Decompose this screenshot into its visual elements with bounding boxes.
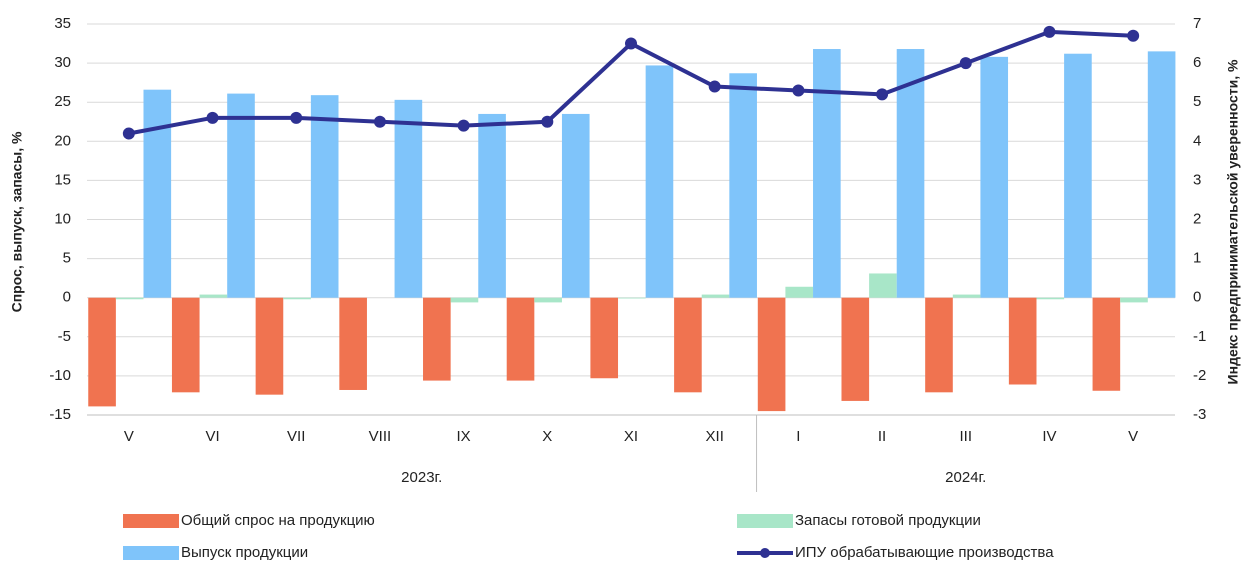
y-tick-label: -10 — [49, 367, 71, 384]
y2-axis-title: Индекс предпринимательской уверенности, … — [1225, 59, 1241, 384]
x-tick-label: V — [1128, 428, 1138, 445]
x-tick-label: X — [542, 428, 552, 445]
y-tick-label: 35 — [54, 15, 71, 32]
x-tick-label: V — [124, 428, 134, 445]
bar — [729, 73, 757, 298]
group-label: 2024г. — [945, 469, 986, 486]
y2-tick-label: 4 — [1193, 132, 1201, 149]
y-tick-label: 0 — [63, 289, 71, 306]
line-marker — [1043, 25, 1056, 38]
legend-swatch — [737, 514, 793, 528]
legend-swatch — [123, 546, 179, 560]
x-tick-label: VII — [287, 428, 305, 445]
x-tick-label: III — [960, 428, 973, 445]
y2-tick-label: 0 — [1193, 289, 1201, 306]
x-tick-label: VIII — [369, 428, 392, 445]
bar — [561, 113, 590, 298]
y-tick-label: 5 — [63, 250, 71, 267]
y-axis-title: Спрос, выпуск, запасы, % — [9, 131, 25, 312]
x-tick-label: VI — [205, 428, 219, 445]
group-label: 2023г. — [401, 469, 442, 486]
x-tick-label: XII — [706, 428, 724, 445]
y-tick-label: 10 — [54, 210, 71, 227]
bar — [478, 113, 506, 298]
y-tick-label: 25 — [54, 93, 71, 110]
bar — [1064, 53, 1092, 298]
legend-label: Запасы готовой продукции — [795, 512, 981, 529]
y2-tick-label: 7 — [1193, 15, 1201, 32]
y2-tick-label: -3 — [1193, 406, 1206, 423]
bar — [394, 99, 423, 298]
line-marker — [876, 88, 889, 101]
bar — [701, 294, 730, 298]
bar — [423, 297, 451, 381]
line-marker — [122, 127, 135, 140]
line-marker — [206, 111, 219, 124]
bar — [339, 297, 367, 390]
bar — [1036, 297, 1065, 300]
line-marker — [290, 111, 303, 124]
y-tick-label: 20 — [54, 132, 71, 149]
bar — [143, 89, 172, 298]
bar — [813, 49, 841, 298]
legend-swatch — [123, 514, 179, 528]
y-tick-label: -5 — [58, 328, 71, 345]
x-tick-label: IX — [457, 428, 471, 445]
bar — [450, 297, 479, 303]
legend-label: Выпуск продукции — [181, 544, 308, 561]
legend-swatch-marker — [760, 548, 770, 558]
bar — [88, 297, 116, 407]
line-marker — [541, 115, 554, 128]
line-marker — [625, 37, 637, 50]
y-tick-label: 15 — [54, 171, 71, 188]
bar — [534, 297, 562, 303]
line-marker — [708, 80, 721, 93]
bar — [896, 49, 925, 298]
x-tick-label: IV — [1042, 428, 1056, 445]
line-marker — [792, 84, 805, 97]
x-tick-label: I — [796, 428, 800, 445]
bar — [841, 297, 870, 401]
line-marker — [457, 119, 470, 132]
bar — [590, 297, 619, 379]
x-tick-label: II — [878, 428, 886, 445]
line-marker — [373, 115, 386, 128]
bar — [310, 95, 339, 298]
bar — [645, 65, 674, 298]
bar — [506, 297, 535, 381]
line-marker — [959, 57, 972, 70]
y2-tick-label: 6 — [1193, 54, 1201, 71]
legend-label: Общий спрос на продукцию — [181, 512, 375, 529]
bar — [255, 297, 284, 395]
line-marker — [1127, 29, 1140, 42]
y-tick-label: 30 — [54, 54, 71, 71]
bar — [980, 56, 1009, 298]
y2-tick-label: 5 — [1193, 93, 1201, 110]
y2-tick-label: 3 — [1193, 171, 1201, 188]
bar — [785, 286, 814, 298]
y2-tick-label: 2 — [1193, 210, 1201, 227]
bar — [869, 273, 897, 298]
bar — [283, 297, 311, 300]
bar — [227, 93, 255, 298]
bar — [618, 297, 646, 299]
bar — [1120, 297, 1148, 303]
bar — [674, 297, 702, 393]
bar — [952, 294, 981, 298]
bar — [1008, 297, 1037, 385]
legend-label: ИПУ обрабатывающие производства — [795, 544, 1054, 561]
bar — [757, 297, 786, 412]
bar — [925, 297, 953, 393]
y2-tick-label: 1 — [1193, 250, 1201, 267]
bar — [115, 297, 144, 300]
bar — [1147, 51, 1176, 298]
bar — [1092, 297, 1121, 391]
x-tick-label: XI — [624, 428, 638, 445]
y2-tick-label: -1 — [1193, 328, 1206, 345]
bar — [171, 297, 200, 393]
bar — [199, 294, 228, 298]
y-tick-label: -15 — [49, 406, 71, 423]
y2-tick-label: -2 — [1193, 367, 1206, 384]
